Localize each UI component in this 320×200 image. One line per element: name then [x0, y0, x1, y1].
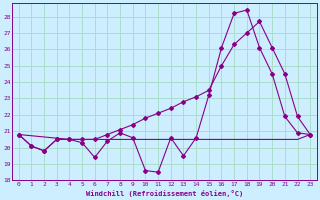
X-axis label: Windchill (Refroidissement éolien,°C): Windchill (Refroidissement éolien,°C) [86, 190, 243, 197]
